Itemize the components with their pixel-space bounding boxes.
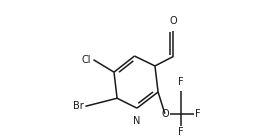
Text: F: F — [178, 77, 184, 87]
Text: Br: Br — [73, 101, 84, 111]
Text: Cl: Cl — [82, 55, 91, 65]
Text: F: F — [195, 109, 201, 119]
Text: O: O — [169, 16, 177, 26]
Text: F: F — [178, 127, 184, 137]
Text: O: O — [161, 109, 169, 119]
Text: N: N — [133, 116, 141, 126]
